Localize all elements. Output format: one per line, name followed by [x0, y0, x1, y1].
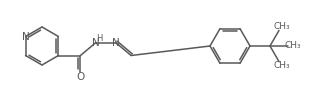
Text: CH₃: CH₃	[285, 41, 301, 50]
Text: N: N	[92, 38, 99, 48]
Text: N: N	[22, 31, 29, 41]
Text: CH₃: CH₃	[273, 22, 290, 31]
Text: N: N	[112, 38, 120, 48]
Text: O: O	[76, 72, 85, 81]
Text: H: H	[97, 34, 103, 43]
Text: CH₃: CH₃	[273, 61, 290, 70]
